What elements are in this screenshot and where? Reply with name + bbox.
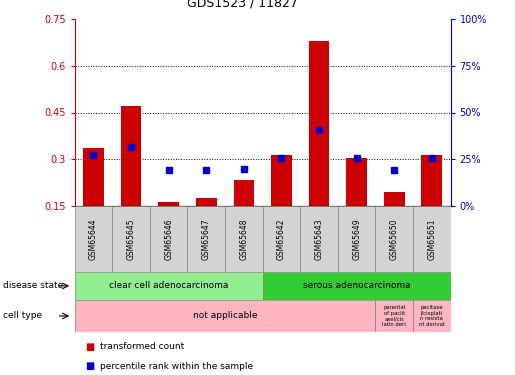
Text: ■: ■ (85, 362, 94, 371)
Text: pacltaxe
l/cisplati
n resista
nt derivat: pacltaxe l/cisplati n resista nt derivat (419, 305, 445, 327)
Bar (196, 198, 217, 206)
Text: GSM65650: GSM65650 (390, 218, 399, 260)
Text: GSM65645: GSM65645 (127, 218, 135, 260)
Text: GSM65646: GSM65646 (164, 218, 173, 260)
Text: GSM65643: GSM65643 (315, 218, 323, 260)
Text: GSM65647: GSM65647 (202, 218, 211, 260)
Text: ■: ■ (85, 342, 94, 352)
Text: GSM65644: GSM65644 (89, 218, 98, 260)
Bar (75, 300, 375, 332)
Bar (271, 154, 292, 206)
Bar (75, 206, 112, 272)
Bar (308, 40, 330, 206)
Text: GSM65649: GSM65649 (352, 218, 361, 260)
Bar (421, 154, 442, 206)
Text: cell type: cell type (3, 311, 42, 320)
Text: parental
of paclit
axel/cis
latin deri: parental of paclit axel/cis latin deri (382, 305, 406, 327)
Bar (375, 206, 413, 272)
Bar (300, 206, 338, 272)
Bar (233, 180, 254, 206)
Bar (187, 206, 225, 272)
Bar (263, 206, 300, 272)
Bar (375, 300, 413, 332)
Text: clear cell adenocarcinoma: clear cell adenocarcinoma (109, 281, 228, 290)
Bar (263, 272, 451, 300)
Bar (150, 206, 187, 272)
Bar (413, 300, 451, 332)
Bar (413, 206, 451, 272)
Bar (384, 192, 405, 206)
Bar (83, 148, 104, 206)
Text: not applicable: not applicable (193, 311, 258, 320)
Bar (225, 206, 263, 272)
Text: percentile rank within the sample: percentile rank within the sample (100, 362, 253, 371)
Bar (346, 158, 367, 206)
Bar (121, 106, 142, 206)
Text: transformed count: transformed count (100, 342, 185, 351)
Bar (75, 272, 263, 300)
Text: GSM65648: GSM65648 (239, 218, 248, 260)
Text: GDS1523 / 11827: GDS1523 / 11827 (186, 0, 298, 9)
Bar (158, 202, 179, 206)
Text: disease state: disease state (3, 281, 63, 290)
Text: GSM65642: GSM65642 (277, 218, 286, 260)
Text: serous adenocarcinoma: serous adenocarcinoma (303, 281, 410, 290)
Text: GSM65651: GSM65651 (427, 218, 436, 260)
Bar (338, 206, 375, 272)
Bar (112, 206, 150, 272)
